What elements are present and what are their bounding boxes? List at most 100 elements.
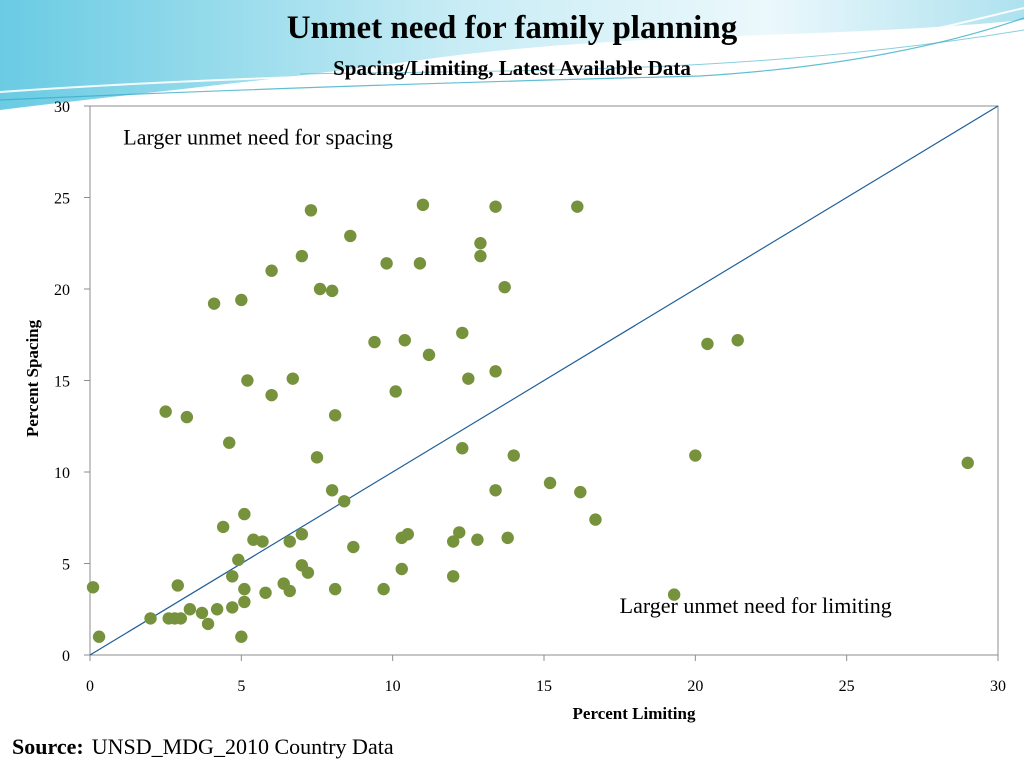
data-point [689, 449, 702, 462]
data-point [667, 588, 681, 601]
data-point [398, 334, 411, 347]
data-point [328, 409, 342, 422]
data-point [328, 582, 342, 596]
diagonal-reference-line [89, 105, 999, 656]
data-point [501, 531, 514, 545]
data-point [313, 282, 327, 296]
data-point [453, 526, 466, 539]
y-tick-label: 15 [54, 374, 70, 391]
data-point [174, 612, 187, 625]
data-point [171, 579, 184, 592]
data-point [489, 200, 502, 213]
data-point [489, 484, 502, 497]
data-point [344, 229, 357, 243]
chart-subtitle: Spacing/Limiting, Latest Available Data [333, 56, 691, 80]
data-point [286, 372, 299, 385]
x-tick-label: 30 [990, 678, 1006, 695]
data-point [195, 606, 209, 620]
data-point [180, 410, 194, 424]
data-point [731, 334, 744, 347]
data-point [301, 566, 315, 579]
data-point [498, 280, 511, 294]
annotation-label: Larger unmet need for limiting [620, 593, 892, 618]
data-point [347, 540, 360, 554]
source-text: UNSD_MDG_2010 Country Data [91, 734, 394, 759]
data-point [325, 284, 339, 298]
data-point [368, 335, 381, 349]
data-point [338, 495, 351, 508]
data-point [238, 507, 251, 521]
data-point [235, 630, 248, 643]
data-point [416, 198, 430, 212]
header-wave-decoration [0, 0, 1024, 110]
data-point [543, 476, 557, 490]
data-point [507, 449, 520, 462]
data-point [295, 528, 309, 541]
data-point [456, 442, 469, 455]
y-axis-label: Percent Spacing [23, 319, 42, 437]
y-tick-label: 5 [62, 557, 70, 574]
data-point [389, 385, 402, 398]
data-point [265, 264, 278, 277]
data-point [207, 297, 221, 310]
data-point [226, 601, 239, 614]
data-point [232, 553, 245, 567]
data-point [226, 570, 239, 583]
data-point [238, 595, 251, 609]
y-tick-label: 30 [54, 99, 70, 116]
x-axis-label: Percent Limiting [573, 704, 696, 723]
data-point [159, 405, 172, 418]
data-point [310, 451, 324, 464]
x-tick-label: 10 [385, 678, 401, 695]
data-point [238, 582, 251, 596]
data-point [401, 528, 414, 541]
data-point [471, 533, 484, 546]
data-point [304, 204, 318, 217]
x-tick-label: 20 [687, 678, 703, 695]
x-tick-label: 25 [839, 678, 855, 695]
data-point [283, 584, 296, 598]
chart-title: Unmet need for family planning [286, 10, 738, 46]
data-point [489, 365, 502, 378]
data-point [380, 257, 393, 270]
data-point [447, 570, 460, 583]
data-point [474, 237, 487, 250]
y-tick-label: 20 [54, 282, 70, 299]
data-point [241, 374, 254, 387]
source-note: Source: UNSD_MDG_2010 Country Data [12, 734, 394, 760]
data-point [86, 581, 100, 594]
data-point [325, 484, 339, 497]
data-points [86, 198, 974, 643]
data-point [961, 456, 974, 470]
annotation-label: Larger unmet need for spacing [123, 124, 393, 149]
data-point [574, 485, 587, 499]
data-point [422, 348, 436, 362]
data-point [474, 249, 487, 263]
x-tick-label: 0 [86, 678, 94, 695]
data-point [589, 513, 602, 526]
data-point [571, 200, 584, 213]
y-tick-label: 0 [62, 648, 70, 665]
data-point [447, 535, 460, 548]
data-point [295, 249, 309, 263]
axes [84, 105, 999, 661]
data-point [265, 388, 278, 402]
data-point [456, 326, 469, 340]
y-tick-label: 10 [54, 465, 70, 482]
data-point [701, 337, 714, 351]
reference-line [89, 105, 999, 656]
data-point [92, 630, 106, 643]
data-point [377, 582, 390, 596]
data-point [413, 257, 427, 270]
y-tick-label: 25 [54, 191, 70, 208]
x-tick-label: 5 [237, 678, 245, 695]
data-point [259, 586, 272, 599]
data-point [462, 372, 475, 385]
data-point [144, 612, 157, 625]
data-point [256, 535, 269, 548]
data-point [201, 617, 215, 631]
data-point [223, 436, 236, 449]
data-point [395, 562, 408, 576]
data-point [183, 603, 197, 616]
